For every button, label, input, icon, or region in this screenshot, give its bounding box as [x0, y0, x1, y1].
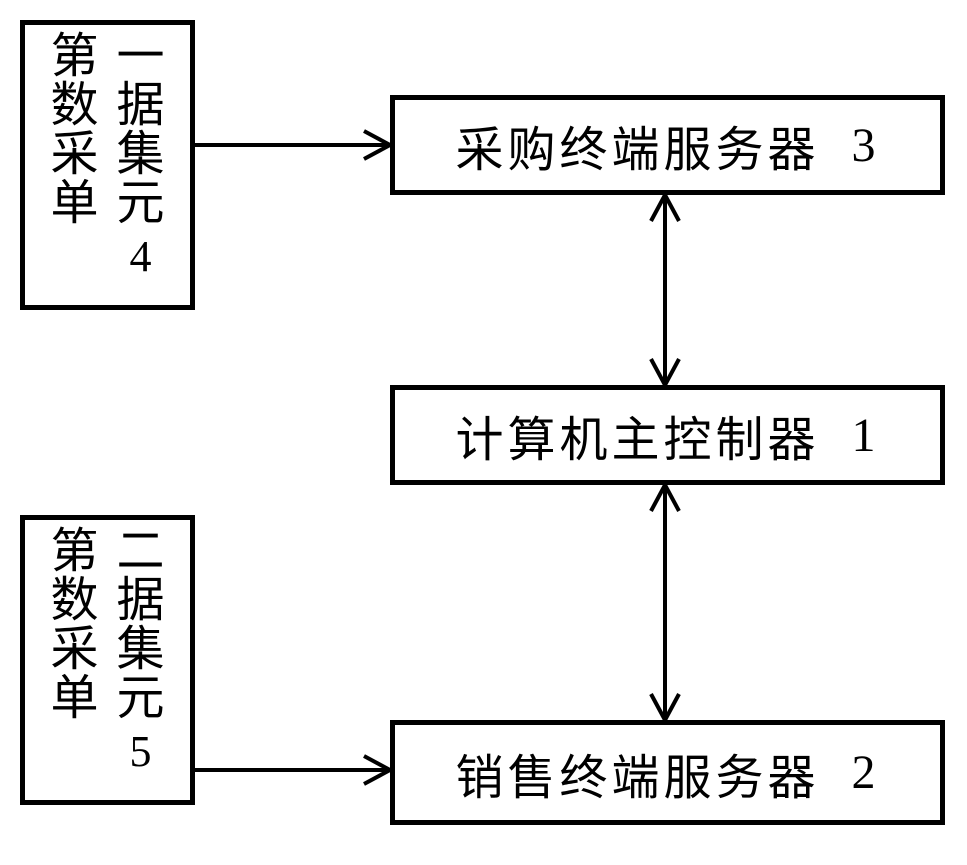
- n1-spacer: [820, 408, 852, 463]
- n2-label: 销售终端服务器: [455, 738, 819, 808]
- n4-c1-ch1: 数: [50, 82, 98, 131]
- n4-c1-ch2: 采: [50, 131, 98, 180]
- node-purchase-server: 采购终端服务器 3: [390, 95, 945, 195]
- n5-c1-ch0: 第: [50, 528, 98, 577]
- n1-num: 1: [852, 408, 880, 463]
- n5-c1-ch2: 采: [50, 626, 98, 675]
- node-n5-col1: 第 数 采 单: [50, 528, 98, 724]
- node-data-collector-1: 第 数 采 单 一 据 集 元 4: [20, 20, 195, 310]
- n5-c1-ch1: 数: [50, 577, 98, 626]
- n5-c2-ch3: 元: [117, 675, 165, 724]
- node-n4-col2: 一 据 集 元 4: [117, 33, 165, 280]
- n5-c2-ch1: 据: [117, 577, 165, 626]
- n3-label: 采购终端服务器: [455, 110, 819, 180]
- n4-c2-ch1: 据: [117, 82, 165, 131]
- n5-c1-ch3: 单: [50, 675, 98, 724]
- n4-c1-ch0: 第: [50, 33, 98, 82]
- diagram-canvas: 第 数 采 单 一 据 集 元 4 第 数 采 单 二 据 集 元 5 采购终: [0, 0, 967, 865]
- n5-c2-ch0: 二: [117, 528, 165, 577]
- n2-spacer: [820, 745, 852, 800]
- node-main-controller: 计算机主控制器 1: [390, 385, 945, 485]
- n4-c2-ch0: 一: [117, 33, 165, 82]
- node-n5-col2: 二 据 集 元 5: [117, 528, 165, 775]
- n3-spacer: [820, 118, 852, 173]
- n4-c2-ch2: 集: [117, 131, 165, 180]
- node-n4-col1: 第 数 采 单: [50, 33, 98, 229]
- n5-c2-ch2: 集: [117, 626, 165, 675]
- n2-num: 2: [852, 745, 880, 800]
- n3-num: 3: [852, 118, 880, 173]
- n4-c2-ch3: 元: [117, 180, 165, 229]
- n4-c1-ch3: 单: [50, 180, 98, 229]
- n4-num: 4: [130, 235, 152, 280]
- node-sales-server: 销售终端服务器 2: [390, 720, 945, 825]
- n5-num: 5: [130, 730, 152, 775]
- node-data-collector-2: 第 数 采 单 二 据 集 元 5: [20, 515, 195, 805]
- n1-label: 计算机主控制器: [455, 400, 819, 470]
